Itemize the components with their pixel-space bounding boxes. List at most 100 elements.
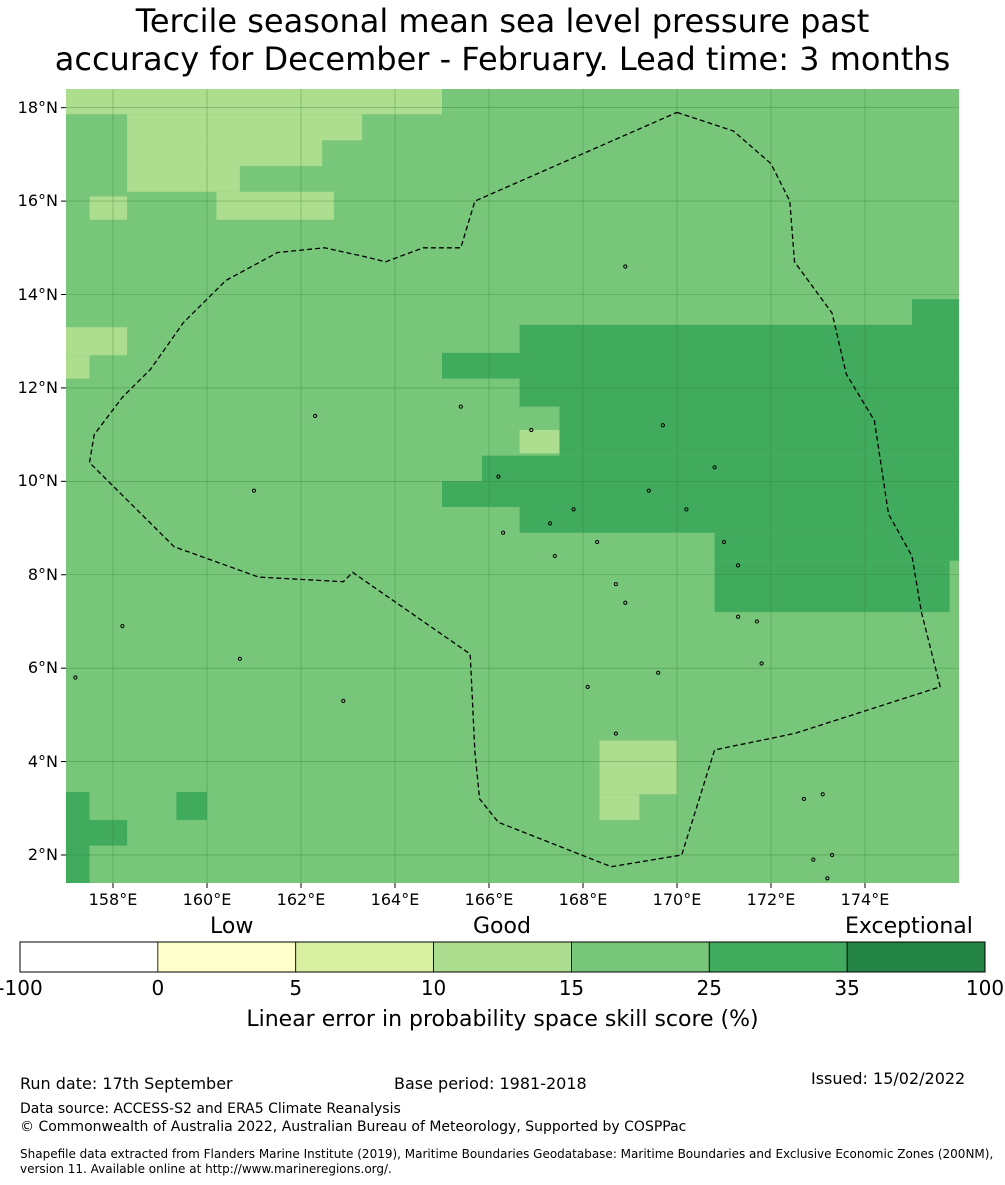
- island-outline: [801, 796, 807, 802]
- eez-boundary: [88, 111, 941, 868]
- category-low: Low: [210, 914, 254, 939]
- island-outline: [712, 465, 717, 470]
- island-outline: [237, 656, 242, 661]
- lon-tick-label: 170°E: [652, 890, 702, 909]
- copyright: © Commonwealth of Australia 2022, Austra…: [20, 1119, 687, 1135]
- lat-tick-label: 12°N: [17, 377, 58, 397]
- colorbar-segment: [295, 941, 434, 973]
- lat-tick-label: 16°N: [17, 191, 58, 211]
- lat-tick-label: 14°N: [17, 284, 58, 304]
- island-outline: [341, 698, 346, 703]
- colorbar-segment: [19, 941, 159, 973]
- skill-cell-10-15: [89, 196, 128, 220]
- colorbar-segment: [846, 941, 986, 973]
- lon-tick-label: 158°E: [88, 890, 138, 909]
- lon-tick-label: 162°E: [276, 890, 326, 909]
- shapefile-note: Shapefile data extracted from Flanders M…: [20, 1147, 994, 1176]
- run-date: Run date: 17th September: [20, 1074, 233, 1093]
- lat-tick-label: 18°N: [17, 97, 58, 117]
- lon-tick-label: 168°E: [558, 890, 608, 909]
- island-outline: [552, 553, 557, 559]
- base-period: Base period: 1981-2018: [394, 1074, 587, 1093]
- island-outline: [595, 539, 600, 545]
- skill-cell-25-35: [66, 845, 90, 883]
- island-outline: [623, 600, 628, 605]
- skill-cell-25-35: [442, 481, 959, 508]
- island-outline: [613, 581, 619, 587]
- colorbar-label: Linear error in probability space skill …: [246, 1007, 759, 1032]
- skill-cell-10-15: [66, 327, 128, 356]
- skill-cell-25-35: [559, 406, 959, 456]
- skill-cells: [66, 89, 959, 883]
- title-line-2: accuracy for December - February. Lead t…: [54, 40, 951, 78]
- lat-tick-label: 10°N: [17, 471, 58, 491]
- island-outline: [811, 857, 816, 862]
- colorbar-tick-label: 100: [965, 976, 1005, 1000]
- skill-cell-25-35: [519, 324, 912, 379]
- island-outline: [754, 619, 760, 624]
- island-outline: [736, 563, 741, 568]
- category-exceptional: Exceptional: [845, 914, 973, 939]
- island-outline: [73, 675, 78, 680]
- skill-cell-25-35: [176, 791, 207, 820]
- skill-cell-25-35: [714, 532, 959, 561]
- skill-cell-10-15: [66, 89, 442, 115]
- island-outline: [571, 507, 576, 512]
- skill-cell-25-35: [714, 560, 950, 613]
- lat-tick-label: 4°N: [27, 751, 58, 771]
- lon-tick-label: 160°E: [182, 890, 232, 909]
- colorbar-segment: [571, 941, 710, 973]
- skill-cell-25-35: [912, 299, 959, 379]
- island-outline: [585, 684, 590, 689]
- lon-tick-label: 164°E: [370, 890, 420, 909]
- colorbar-tick-label: 10: [420, 976, 447, 1000]
- island-outline: [660, 423, 666, 428]
- island-outline: [501, 530, 506, 535]
- skill-cell-10-15: [599, 740, 677, 795]
- island-outline: [830, 852, 835, 858]
- island-outline: [548, 521, 553, 526]
- lon-tick-label: 174°E: [840, 890, 890, 909]
- skill-cell-25-35: [442, 352, 520, 379]
- data-source: Data source: ACCESS-S2 and ERA5 Climate …: [20, 1101, 401, 1117]
- colorbar-segment: [433, 941, 572, 973]
- island-outline: [825, 876, 830, 881]
- lon-tick-label: 166°E: [464, 890, 514, 909]
- skill-cell-25-35: [519, 378, 959, 407]
- island-outline: [820, 792, 825, 797]
- lat-tick-label: 2°N: [27, 844, 58, 864]
- island-outline: [736, 614, 741, 619]
- colorbar-segment: [157, 941, 297, 973]
- colorbar-tick-label: 35: [834, 976, 860, 1000]
- island-outline: [251, 488, 257, 493]
- colorbar-tick-label: 5: [289, 976, 303, 1000]
- lat-tick-label: 6°N: [27, 658, 58, 678]
- map-title: Tercile seasonal mean sea level pressure…: [0, 2, 1005, 78]
- island-outline: [313, 413, 318, 419]
- island-outline: [656, 670, 661, 675]
- island-outline: [496, 474, 501, 479]
- island-outline: [759, 661, 764, 666]
- skill-cell-25-35: [481, 455, 959, 482]
- category-good: Good: [473, 914, 531, 939]
- lat-tick-label: 8°N: [27, 564, 58, 584]
- skill-cell-25-35: [66, 791, 90, 846]
- island-outline: [623, 264, 628, 269]
- colorbar-frame: [19, 941, 986, 973]
- skill-cell-10-15: [127, 140, 323, 167]
- skill-cell-10-15: [66, 355, 90, 379]
- lon-tick-label: 172°E: [746, 890, 796, 909]
- title-line-1: Tercile seasonal mean sea level pressure…: [135, 2, 870, 40]
- colorbar: [19, 941, 986, 973]
- island-outline: [458, 404, 463, 409]
- colorbar-tick-label: -100: [0, 976, 43, 1000]
- colorbar-tick-label: 25: [696, 976, 722, 1000]
- island-outlines: [73, 264, 835, 881]
- graticule: [61, 89, 959, 888]
- skill-cell-25-35: [89, 819, 128, 846]
- skill-cell-10-15: [519, 429, 560, 454]
- colorbar-tick-label: 0: [151, 976, 165, 1000]
- skill-cell-25-35: [519, 507, 959, 533]
- issued-date: Issued: 15/02/2022: [811, 1069, 966, 1088]
